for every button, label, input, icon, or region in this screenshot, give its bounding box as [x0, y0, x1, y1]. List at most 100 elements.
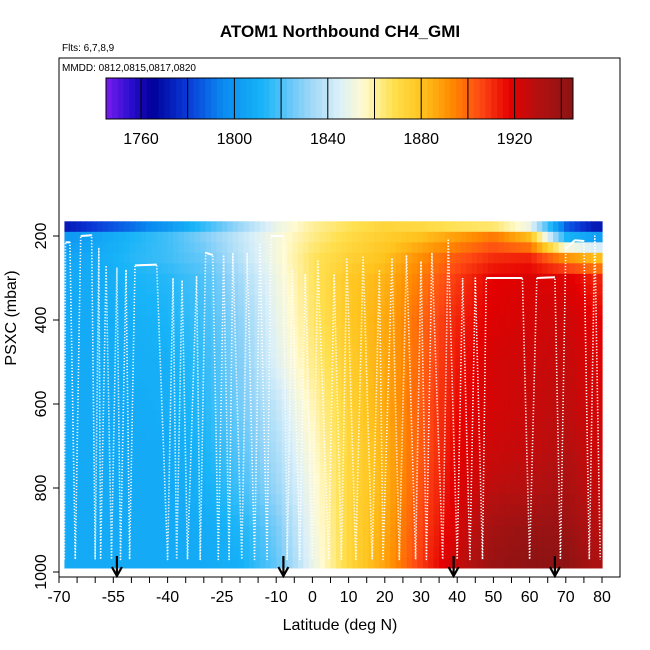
- heatmap-cell: [135, 389, 142, 401]
- heatmap-cell: [330, 378, 337, 390]
- heatmap-cell: [428, 420, 435, 432]
- heatmap-cell: [156, 494, 163, 506]
- heatmap-cell: [156, 263, 163, 275]
- heatmap-cell: [64, 284, 71, 296]
- heatmap-cell: [493, 494, 500, 506]
- heatmap-cell: [373, 368, 380, 380]
- colorbar-swatch: [537, 78, 545, 119]
- heatmap-cell: [553, 567, 560, 569]
- heatmap-cell: [167, 378, 174, 390]
- heatmap-cell: [167, 441, 174, 453]
- heatmap-cell: [520, 273, 527, 285]
- heatmap-cell: [102, 536, 109, 548]
- heatmap-cell: [259, 315, 266, 327]
- heatmap-cell: [417, 294, 424, 306]
- heatmap-cell: [156, 305, 163, 317]
- heatmap-cell: [509, 452, 516, 464]
- heatmap-cell: [520, 441, 527, 453]
- heatmap-cell: [86, 420, 93, 432]
- heatmap-cell: [422, 221, 429, 233]
- heatmap-cell: [86, 441, 93, 453]
- heatmap-cell: [75, 389, 82, 401]
- heatmap-cell: [379, 462, 386, 474]
- heatmap-cell: [379, 410, 386, 422]
- heatmap-cell: [482, 231, 489, 243]
- heatmap-cell: [107, 378, 114, 390]
- heatmap-cell: [536, 221, 543, 233]
- heatmap-cell: [238, 221, 245, 233]
- heatmap-cell: [113, 378, 120, 390]
- heatmap-cell: [504, 305, 511, 317]
- heatmap-cell: [482, 536, 489, 548]
- heatmap-cell: [238, 536, 245, 548]
- heatmap-cell: [536, 515, 543, 527]
- heatmap-cell: [547, 410, 554, 422]
- colorbar-swatch: [421, 78, 428, 119]
- heatmap-cell: [216, 284, 223, 296]
- heatmap-cell: [216, 231, 223, 243]
- heatmap-cell: [330, 399, 337, 411]
- heatmap-cell: [221, 557, 228, 569]
- heatmap-cell: [379, 441, 386, 453]
- heatmap-cell: [363, 284, 370, 296]
- heatmap-cell: [580, 504, 587, 516]
- heatmap-cell: [574, 368, 581, 380]
- heatmap-cell: [455, 452, 462, 464]
- heatmap-cell: [86, 252, 93, 264]
- heatmap-cell: [140, 462, 147, 474]
- heatmap-cell: [107, 420, 114, 432]
- heatmap-cell: [449, 221, 456, 233]
- heatmap-cell: [64, 378, 71, 390]
- heatmap-cell: [433, 263, 440, 275]
- heatmap-cell: [401, 452, 408, 464]
- heatmap-cell: [536, 326, 543, 338]
- heatmap-cell: [254, 263, 261, 275]
- heatmap-cell: [281, 567, 288, 569]
- heatmap-cell: [558, 231, 565, 243]
- heatmap-cell: [221, 410, 228, 422]
- heatmap-cell: [140, 357, 147, 369]
- heatmap-cell: [97, 452, 104, 464]
- heatmap-cell: [232, 305, 239, 317]
- heatmap-cell: [335, 347, 342, 359]
- heatmap-cell: [308, 483, 315, 495]
- heatmap-cell: [471, 399, 478, 411]
- heatmap-cell: [433, 336, 440, 348]
- heatmap-cell: [102, 494, 109, 506]
- x-tick-label: 0: [308, 589, 317, 606]
- heatmap-cell: [319, 452, 326, 464]
- heatmap-cell: [319, 410, 326, 422]
- heatmap-cell: [118, 273, 125, 285]
- heatmap-cell: [346, 389, 353, 401]
- heatmap-cell: [525, 231, 533, 243]
- heatmap-cell: [466, 557, 473, 569]
- heatmap-cell: [580, 431, 587, 443]
- heatmap-cell: [563, 347, 571, 359]
- heatmap-cell: [368, 389, 375, 401]
- heatmap-cell: [319, 431, 326, 443]
- heatmap-cell: [64, 525, 71, 537]
- heatmap-cell: [64, 494, 71, 506]
- heatmap-cell: [205, 452, 212, 464]
- heatmap-cell: [292, 326, 299, 338]
- heatmap-cell: [232, 399, 239, 411]
- heatmap-cell: [129, 294, 136, 306]
- heatmap-cell: [259, 336, 266, 348]
- heatmap-cell: [574, 515, 581, 527]
- heatmap-cell: [216, 420, 223, 432]
- heatmap-cell: [145, 315, 152, 327]
- heatmap-cell: [569, 515, 576, 527]
- heatmap-cell: [287, 410, 294, 422]
- heatmap-cell: [173, 336, 180, 348]
- heatmap-cell: [580, 494, 587, 506]
- heatmap-cell: [439, 252, 446, 264]
- heatmap-cell: [558, 557, 565, 569]
- heatmap-cell: [580, 221, 587, 233]
- heatmap-cell: [107, 462, 114, 474]
- heatmap-cell: [129, 284, 136, 296]
- heatmap-cell: [178, 242, 185, 254]
- heatmap-cell: [406, 567, 413, 569]
- heatmap-cell: [466, 347, 473, 359]
- heatmap-cell: [585, 221, 592, 233]
